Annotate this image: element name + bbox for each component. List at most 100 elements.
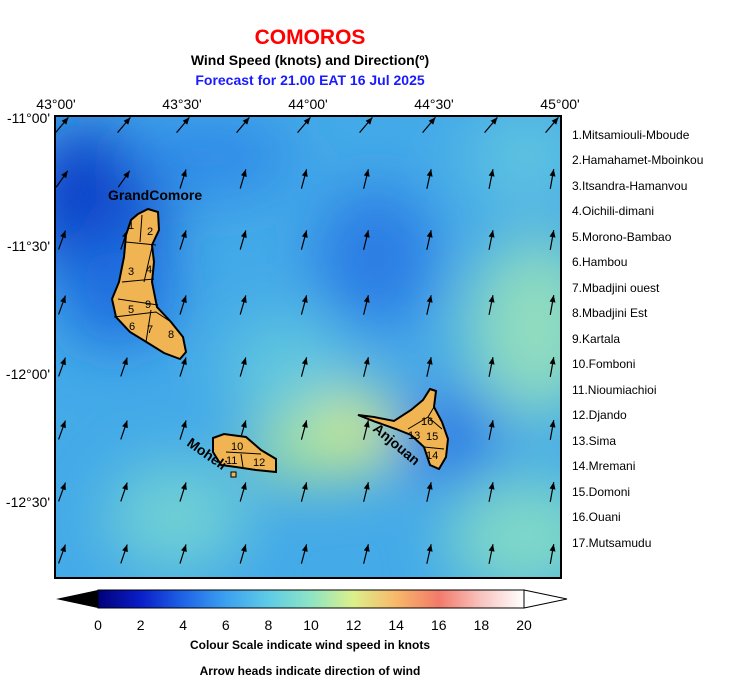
- map-title: COMOROS: [254, 26, 366, 49]
- wind-arrow-head: [488, 295, 495, 303]
- islands: [110, 207, 450, 478]
- district-number-1: 1: [128, 220, 134, 232]
- region-legend-item-6: 6.Hambou: [572, 255, 628, 269]
- wind-arrow-head: [122, 357, 128, 366]
- region-legend-item-14: 14.Mremani: [572, 459, 636, 473]
- wind-arrow-head: [240, 357, 247, 365]
- wind-arrow-head: [426, 357, 433, 365]
- wind-arrow-head: [363, 544, 370, 552]
- wind-arrow-head: [242, 117, 250, 125]
- wind-arrow-head: [488, 169, 495, 177]
- region-legend-item-15: 15.Domoni: [572, 485, 631, 499]
- wind-arrow-head: [426, 544, 433, 552]
- wind-arrow-head: [60, 482, 66, 491]
- lat-label-11-30: -11°30': [6, 238, 50, 254]
- district-number-12: 12: [253, 457, 265, 469]
- wind-arrow-head: [363, 169, 370, 177]
- district-number-16: 16: [421, 416, 433, 428]
- district-number-7: 7: [147, 324, 153, 336]
- wind-arrow-head: [240, 169, 247, 177]
- colorbar-tick-12: 12: [345, 617, 362, 633]
- district-number-5: 5: [128, 304, 134, 316]
- wind-arrow-head: [549, 420, 556, 428]
- region-legend-item-1: 1.Mitsamiouli-Mboude: [572, 128, 690, 142]
- wind-arrow-head: [363, 295, 370, 303]
- wind-arrow-head: [60, 420, 66, 429]
- colorbar-tick-20: 20: [516, 617, 532, 633]
- wind-arrow-head: [488, 357, 495, 365]
- wind-arrows: [56, 117, 559, 564]
- wind-arrow-head: [488, 544, 495, 552]
- islet: [230, 471, 237, 478]
- grand-comore-island: [110, 207, 188, 361]
- wind-arrow-head: [426, 295, 433, 303]
- wind-arrow-head: [549, 169, 556, 177]
- wind-arrow-head: [549, 482, 556, 490]
- wind-arrow-head: [549, 357, 556, 365]
- wind-arrow-head: [61, 117, 69, 125]
- region-legend-item-5: 5.Morono-Bambao: [572, 230, 672, 244]
- region-legend-item-8: 8.Mbadjini Est: [572, 306, 648, 320]
- colorbar-tick-6: 6: [221, 617, 230, 633]
- lon-label-45-00: 45°00': [540, 96, 580, 112]
- wind-arrow-head: [61, 170, 68, 179]
- colorbar-high-arrow: [523, 589, 568, 609]
- district-number-6: 6: [129, 321, 135, 333]
- wind-arrow-head: [549, 544, 556, 552]
- wind-arrow-head: [60, 230, 66, 239]
- wind-arrow-head: [181, 482, 187, 491]
- district-number-4: 4: [146, 264, 152, 276]
- wind-arrow-head: [488, 230, 495, 238]
- wind-arrow-head: [240, 420, 247, 428]
- region-legend-item-2: 2.Hamahamet-Mboinkou: [572, 153, 704, 167]
- district-number-11: 11: [226, 455, 237, 467]
- region-legend-item-12: 12.Djando: [572, 408, 627, 422]
- wind-arrow-head: [363, 357, 370, 365]
- wind-arrow-head: [181, 544, 187, 553]
- colorbar-tick-18: 18: [473, 617, 490, 633]
- wind-arrow-head: [122, 482, 128, 491]
- anjouan-districts: [407, 406, 445, 450]
- lon-label-43-30: 43°30': [162, 96, 202, 112]
- wind-arrow-head: [365, 117, 373, 125]
- map-subtitle: Wind Speed (knots) and Direction(º): [190, 52, 430, 68]
- wind-arrow-head: [240, 544, 247, 552]
- colorbar-note-direction: Arrow heads indicate direction of wind: [199, 664, 421, 678]
- wind-arrow-head: [60, 357, 66, 366]
- wind-arrow-head: [549, 230, 556, 238]
- wind-arrow-head: [181, 230, 187, 239]
- wind-arrow-head: [122, 544, 128, 553]
- wind-arrow-head: [488, 420, 495, 428]
- wind-arrow-head: [123, 117, 131, 125]
- wind-arrow-head: [240, 482, 247, 490]
- region-legend-item-11: 11.Nioumiachioi: [572, 383, 657, 397]
- district-number-14: 14: [426, 450, 438, 462]
- district-number-9: 9: [145, 299, 151, 311]
- wind-arrow-head: [301, 544, 308, 552]
- wind-arrow-head: [301, 230, 308, 238]
- wind-arrow-head: [182, 117, 190, 125]
- region-legend-item-4: 4.Oichili-dimani: [572, 204, 655, 218]
- colorbar-tick-14: 14: [388, 617, 404, 633]
- wind-arrow-head: [303, 117, 311, 125]
- wind-arrow-head: [60, 544, 66, 553]
- region-legend-item-10: 10.Fomboni: [572, 357, 636, 371]
- lat-label-11-00: -11°00': [6, 110, 50, 126]
- wind-speed-colorbar: [56, 589, 568, 609]
- district-number-2: 2: [147, 226, 153, 238]
- wind-arrow-head: [240, 295, 247, 303]
- wind-arrow-head: [428, 117, 436, 125]
- wind-map-svg: GrandComore Moheli Anjouan 1 2 3 4 5 6 7…: [56, 117, 560, 577]
- wind-arrow-head: [490, 117, 498, 125]
- wind-arrow-head: [363, 230, 370, 238]
- wind-arrow-head: [240, 230, 247, 238]
- region-legend-item-9: 9.Kartala: [572, 332, 621, 346]
- lat-label-12-30: -12°30': [5, 494, 50, 510]
- region-legend-item-17: 17.Mutsamudu: [572, 536, 652, 550]
- anjouan-island: [357, 387, 450, 471]
- wind-arrow-head: [301, 482, 308, 490]
- colorbar-note-speed: Colour Scale indicate wind speed in knot…: [189, 638, 431, 652]
- moheli-districts: [225, 451, 262, 468]
- region-legend-item-16: 16.Ouani: [572, 510, 621, 524]
- colorbar-tick-16: 16: [431, 617, 447, 633]
